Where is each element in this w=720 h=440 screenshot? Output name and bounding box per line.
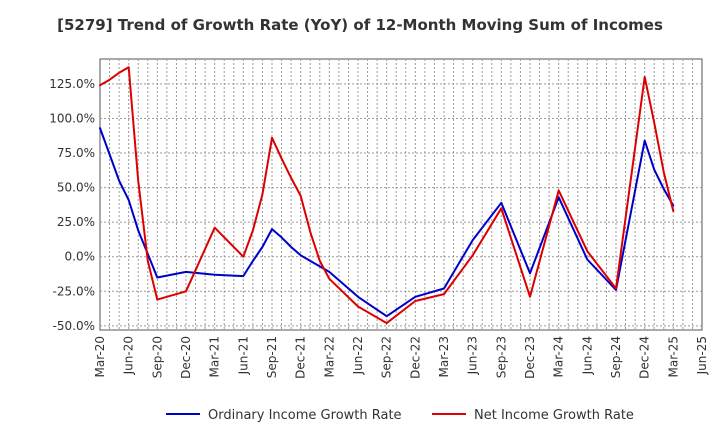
x-tick-label: Dec-20 [179,336,193,379]
legend-label-net-income: Net Income Growth Rate [474,408,634,423]
legend-label-ordinary-income: Ordinary Income Growth Rate [208,408,402,423]
legend: Ordinary Income Growth Rate Net Income G… [166,408,634,423]
x-tick-label: Mar-22 [322,336,336,377]
x-tick-label: Mar-23 [437,336,451,377]
x-tick-label: Mar-25 [666,336,680,377]
x-tick-label: Sep-23 [494,336,508,378]
x-tick-label: Sep-20 [150,336,164,378]
gridlines [100,59,702,330]
x-tick-label: Dec-22 [408,336,422,379]
y-tick-label: 75.0% [57,146,95,160]
x-tick-label: Sep-22 [380,336,394,378]
x-axis: Mar-20 Jun-20 Sep-20 Dec-20 Mar-21 Jun-21 Sep-… [93,336,709,379]
plot-area [99,58,703,331]
x-tick-label: Jun-25 [695,336,709,375]
x-tick-label: Dec-23 [523,336,537,379]
x-tick-label: Mar-24 [552,336,566,377]
y-tick-label: 0.0% [65,250,96,264]
series-line-ordinary-income [99,127,675,318]
y-tick-label: 50.0% [57,181,95,195]
chart-title: [5279] Trend of Growth Rate (YoY) of 12-… [57,16,663,34]
y-tick-label: 125.0% [49,77,95,91]
y-tick-label: -25.0% [53,284,95,298]
x-tick-label: Sep-21 [265,336,279,378]
x-tick-label: Jun-20 [122,336,136,375]
x-tick-label: Mar-20 [93,336,107,377]
y-tick-label: 100.0% [49,111,95,125]
x-tick-label: Dec-21 [294,336,308,379]
x-tick-label: Jun-24 [580,336,594,375]
y-axis: -50.0% -25.0% 0.0% 25.0% 50.0% 75.0% 100.0% 125… [49,77,95,333]
x-tick-label: Jun-22 [351,336,365,375]
x-tick-label: Dec-24 [638,336,652,379]
y-tick-label: 25.0% [57,215,95,229]
series-lines [99,66,675,325]
x-tick-label: Sep-24 [609,336,623,378]
x-tick-label: Jun-23 [466,336,480,375]
y-tick-label: -50.0% [53,319,95,333]
x-tick-label: Mar-21 [208,336,222,377]
series-line-net-income [99,66,675,325]
x-tick-label: Jun-21 [236,336,250,375]
